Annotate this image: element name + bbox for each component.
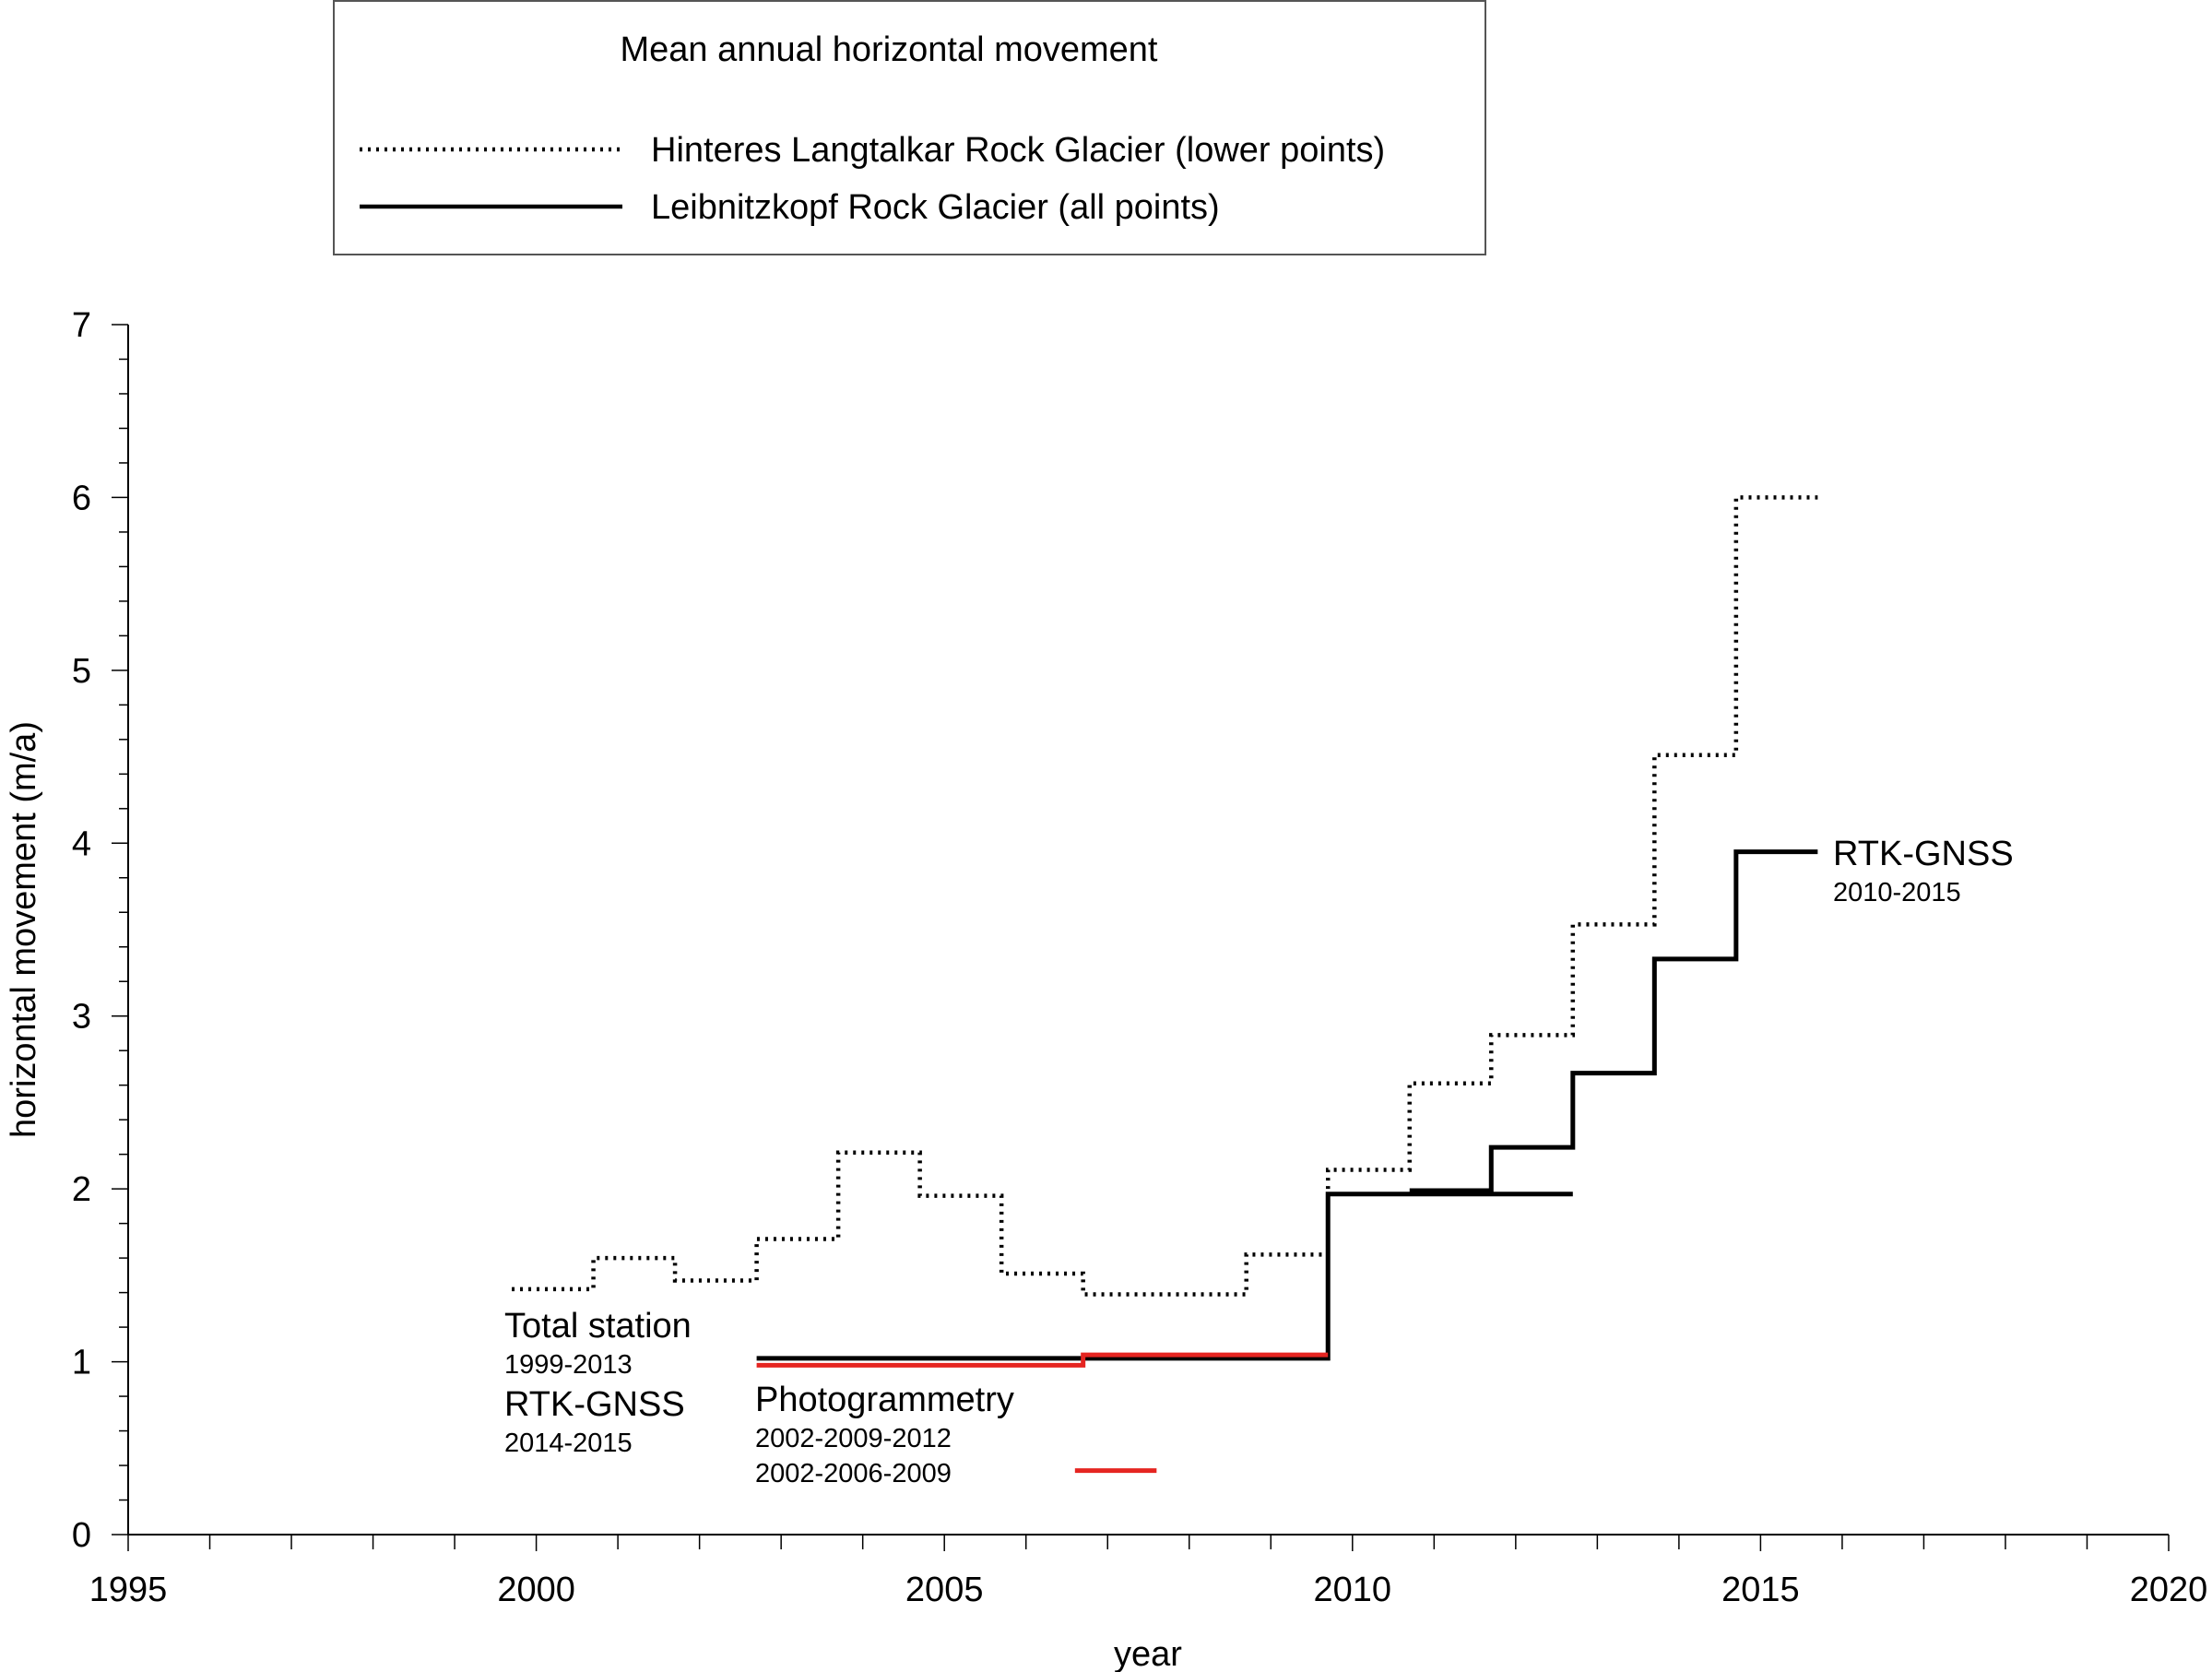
annotations: Total station 1999-2013 RTK-GNSS 2014-20… <box>504 835 2014 1488</box>
legend-frame <box>333 0 1486 255</box>
y-tick-label: 4 <box>72 824 91 863</box>
legend: Mean annual horizontal movement Hinteres… <box>333 0 1486 255</box>
annotation-rtk-gnss-late: RTK-GNSS <box>1833 835 2014 873</box>
y-tick-label: 6 <box>72 479 91 517</box>
series-layer <box>512 495 1818 1368</box>
y-tick-label: 7 <box>72 306 91 345</box>
annotation-photogrammetry-years-1: 2002-2009-2012 <box>755 1424 952 1453</box>
y-tick-label: 5 <box>72 652 91 691</box>
legend-entry-leibnitzkopf: Leibnitzkopf Rock Glacier (all points) <box>651 188 1220 227</box>
x-tick-label: 2005 <box>905 1571 984 1609</box>
axes: 0 1 2 3 4 5 6 7 1995 2000 2005 2010 2015 2020 <box>72 306 2207 1609</box>
annotation-total-station-years: 1999-2013 <box>504 1350 633 1380</box>
y-tick-label: 2 <box>72 1170 91 1209</box>
y-tick-label: 0 <box>72 1516 91 1555</box>
x-tick-label: 2010 <box>1314 1571 1392 1609</box>
legend-title: Mean annual horizontal movement <box>620 30 1157 69</box>
x-tick-label: 2015 <box>1721 1571 1800 1609</box>
annotation-photogrammetry: Photogrammetry <box>755 1381 1014 1419</box>
series-line-0 <box>512 495 1818 1297</box>
y-tick-label: 3 <box>72 998 91 1037</box>
legend-entry-hinteres: Hinteres Langtalkar Rock Glacier (lower … <box>651 131 1385 170</box>
annotation-total-station: Total station <box>504 1307 692 1346</box>
y-ticks: 0 1 2 3 4 5 6 7 <box>72 306 128 1555</box>
y-tick-label: 1 <box>72 1344 91 1382</box>
x-tick-label: 1995 <box>89 1571 168 1609</box>
annotation-photogrammetry-years-2: 2002-2006-2009 <box>755 1459 952 1488</box>
x-axis-title: year <box>1114 1635 1182 1672</box>
x-ticks: 1995 2000 2005 2010 2015 2020 <box>89 1535 2208 1609</box>
x-tick-label: 2000 <box>497 1571 575 1609</box>
y-axis-title: horizontal movement (m/a) <box>5 721 43 1138</box>
annotation-rtk-gnss-early: RTK-GNSS <box>504 1385 685 1424</box>
annotation-rtk-gnss-late-years: 2010-2015 <box>1833 878 1961 907</box>
annotation-rtk-gnss-early-years: 2014-2015 <box>504 1429 633 1458</box>
series-line-1 <box>756 1192 1573 1361</box>
x-tick-label: 2020 <box>2130 1571 2208 1609</box>
series-line-2 <box>1409 849 1818 1193</box>
series-line-3 <box>756 1352 1329 1368</box>
